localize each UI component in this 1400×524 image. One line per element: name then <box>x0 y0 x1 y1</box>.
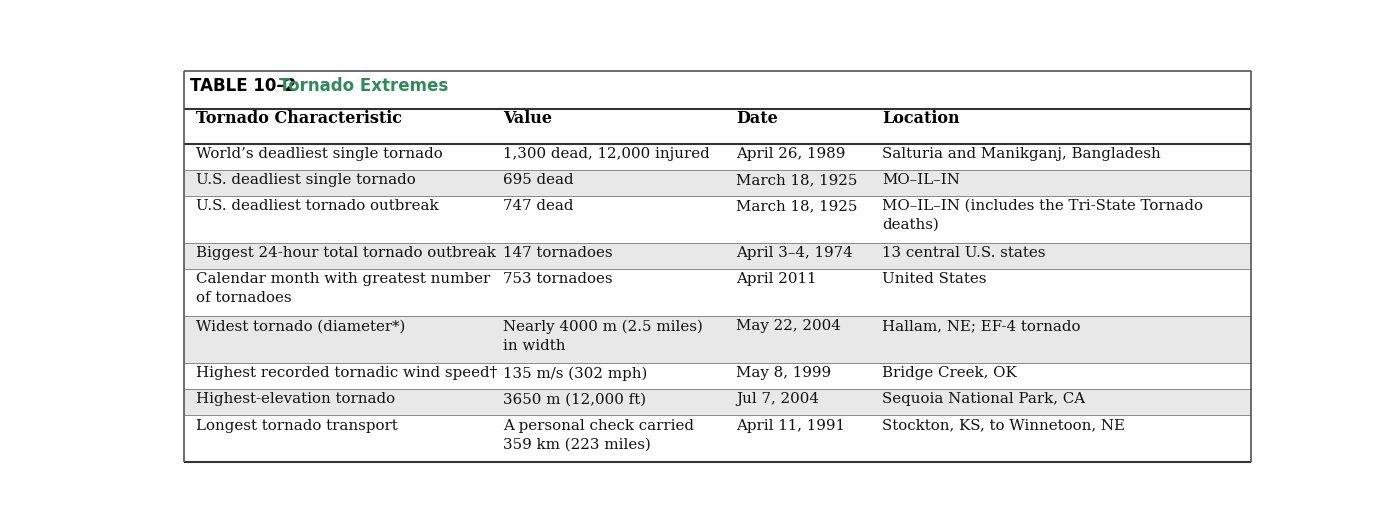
Text: 747 dead: 747 dead <box>503 199 573 213</box>
Text: Salturia and Manikganj, Bangladesh: Salturia and Manikganj, Bangladesh <box>882 147 1161 161</box>
Bar <box>183 389 1252 416</box>
Text: U.S. deadliest tornado outbreak: U.S. deadliest tornado outbreak <box>196 199 438 213</box>
Text: Longest tornado transport: Longest tornado transport <box>196 419 398 432</box>
Bar <box>183 269 1252 316</box>
Bar <box>183 243 1252 269</box>
Text: World’s deadliest single tornado: World’s deadliest single tornado <box>196 147 442 161</box>
Text: MO–IL–IN (includes the Tri-State Tornado
deaths): MO–IL–IN (includes the Tri-State Tornado… <box>882 199 1204 232</box>
Text: Location: Location <box>882 111 960 127</box>
Text: MO–IL–IN: MO–IL–IN <box>882 173 960 187</box>
Text: Date: Date <box>736 111 777 127</box>
Text: March 18, 1925: March 18, 1925 <box>736 199 857 213</box>
Text: 1,300 dead, 12,000 injured: 1,300 dead, 12,000 injured <box>503 147 710 161</box>
Text: 695 dead: 695 dead <box>503 173 573 187</box>
Bar <box>183 144 1252 170</box>
Text: May 22, 2004: May 22, 2004 <box>736 319 841 333</box>
Bar <box>183 416 1252 462</box>
Bar <box>183 316 1252 363</box>
Text: March 18, 1925: March 18, 1925 <box>736 173 857 187</box>
Text: May 8, 1999: May 8, 1999 <box>736 366 832 380</box>
Text: Highest recorded tornadic wind speed†: Highest recorded tornadic wind speed† <box>196 366 497 380</box>
Text: Nearly 4000 m (2.5 miles)
in width: Nearly 4000 m (2.5 miles) in width <box>503 319 703 353</box>
Text: TABLE 10–2: TABLE 10–2 <box>190 77 302 94</box>
Text: 3650 m (12,000 ft): 3650 m (12,000 ft) <box>503 392 645 407</box>
Text: A personal check carried
359 km (223 miles): A personal check carried 359 km (223 mil… <box>503 419 693 452</box>
Text: Widest tornado (diameter*): Widest tornado (diameter*) <box>196 319 405 333</box>
Text: April 26, 1989: April 26, 1989 <box>736 147 846 161</box>
Text: April 11, 1991: April 11, 1991 <box>736 419 846 432</box>
Text: Biggest 24-hour total tornado outbreak: Biggest 24-hour total tornado outbreak <box>196 246 496 260</box>
Text: April 2011: April 2011 <box>736 272 816 286</box>
Bar <box>183 196 1252 243</box>
Text: April 3–4, 1974: April 3–4, 1974 <box>736 246 853 260</box>
Bar <box>183 170 1252 196</box>
Text: 753 tornadoes: 753 tornadoes <box>503 272 612 286</box>
Text: Value: Value <box>503 111 552 127</box>
Text: 147 tornadoes: 147 tornadoes <box>503 246 612 260</box>
Text: Highest-elevation tornado: Highest-elevation tornado <box>196 392 395 407</box>
Text: Tornado Extremes: Tornado Extremes <box>279 77 448 94</box>
Bar <box>183 110 1252 144</box>
Text: Hallam, NE; EF-4 tornado: Hallam, NE; EF-4 tornado <box>882 319 1081 333</box>
Text: Stockton, KS, to Winnetoon, NE: Stockton, KS, to Winnetoon, NE <box>882 419 1126 432</box>
Text: U.S. deadliest single tornado: U.S. deadliest single tornado <box>196 173 416 187</box>
Text: Jul 7, 2004: Jul 7, 2004 <box>736 392 819 407</box>
Text: Bridge Creek, OK: Bridge Creek, OK <box>882 366 1018 380</box>
Text: 135 m/s (302 mph): 135 m/s (302 mph) <box>503 366 647 380</box>
Text: Calendar month with greatest number
of tornadoes: Calendar month with greatest number of t… <box>196 272 490 305</box>
Bar <box>183 71 1252 110</box>
Bar <box>183 363 1252 389</box>
Text: Sequoia National Park, CA: Sequoia National Park, CA <box>882 392 1085 407</box>
Text: United States: United States <box>882 272 987 286</box>
Text: 13 central U.S. states: 13 central U.S. states <box>882 246 1046 260</box>
Text: Tornado Characteristic: Tornado Characteristic <box>196 111 402 127</box>
